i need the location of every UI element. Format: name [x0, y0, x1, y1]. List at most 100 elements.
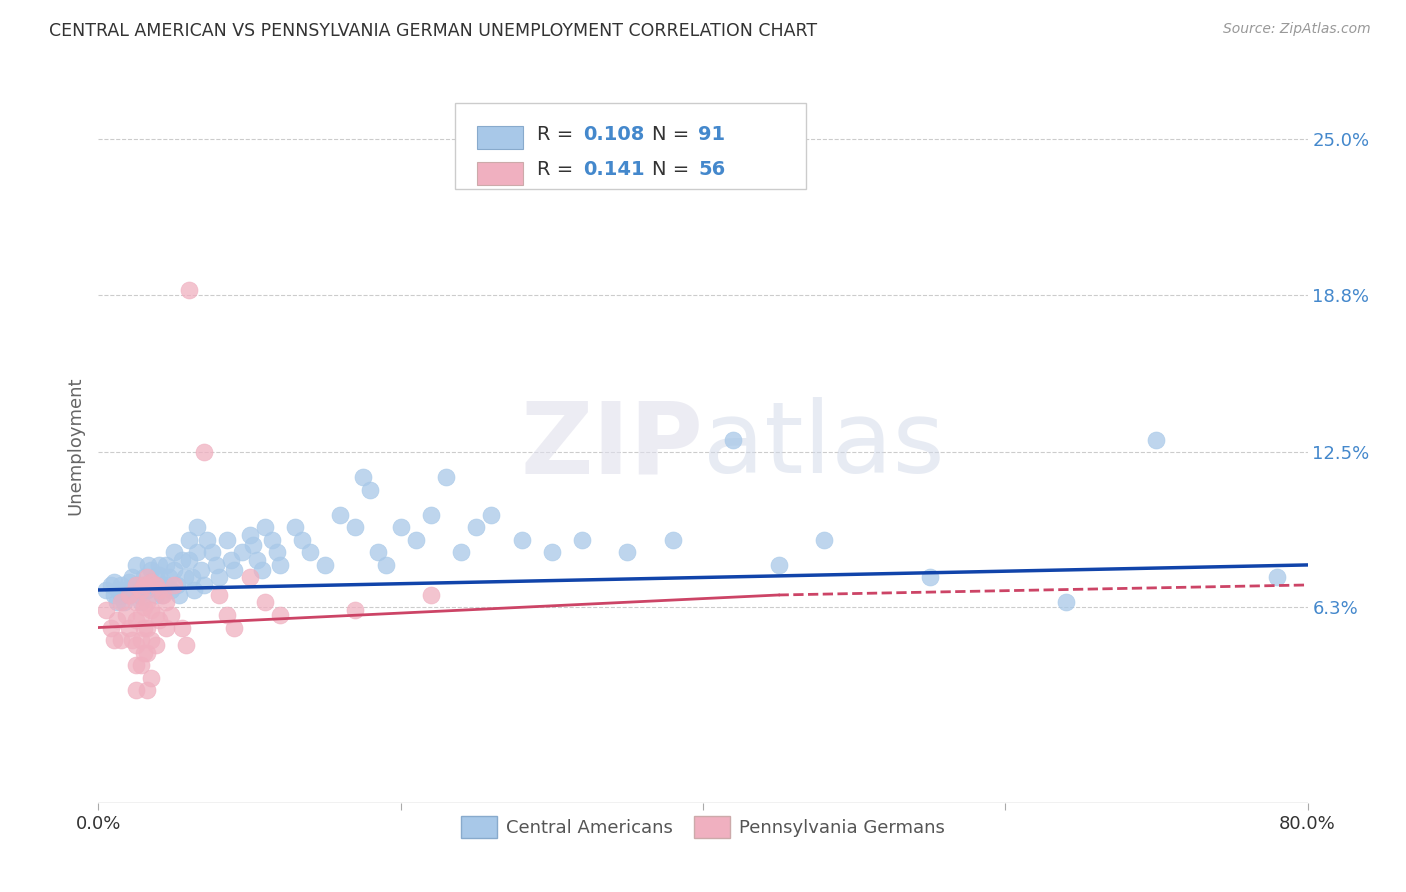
Point: [179, 553, 201, 567]
FancyBboxPatch shape: [477, 127, 523, 149]
Point: [224, 621, 246, 635]
Text: R =: R =: [537, 161, 579, 179]
FancyBboxPatch shape: [456, 103, 806, 189]
Point: [145, 588, 167, 602]
Point: [239, 570, 262, 584]
Point: [174, 638, 197, 652]
Point: [208, 588, 231, 602]
Point: [148, 568, 170, 582]
Point: [420, 508, 443, 522]
Point: [125, 595, 148, 609]
Point: [190, 563, 212, 577]
Point: [291, 533, 314, 547]
Point: [105, 613, 128, 627]
Point: [269, 558, 291, 572]
Point: [221, 553, 243, 567]
Point: [918, 570, 941, 584]
Point: [141, 578, 163, 592]
Point: [540, 545, 562, 559]
Point: [510, 533, 533, 547]
Point: [129, 582, 152, 597]
Point: [167, 588, 190, 602]
Point: [135, 621, 157, 635]
Point: [239, 528, 262, 542]
Point: [163, 545, 186, 559]
Point: [125, 578, 148, 592]
Point: [112, 595, 135, 609]
Point: [136, 558, 159, 572]
Point: [103, 588, 125, 602]
Point: [250, 563, 273, 577]
Point: [1267, 570, 1289, 584]
Point: [145, 638, 167, 652]
Point: [125, 558, 148, 572]
Point: [132, 578, 155, 592]
Point: [128, 588, 150, 602]
Point: [145, 578, 167, 592]
Point: [118, 621, 141, 635]
Point: [129, 658, 152, 673]
Text: 0.108: 0.108: [583, 125, 645, 144]
Point: [121, 582, 143, 597]
Point: [118, 575, 141, 590]
Point: [125, 658, 148, 673]
Point: [434, 470, 457, 484]
Point: [145, 570, 167, 584]
Point: [132, 578, 155, 592]
Point: [299, 545, 322, 559]
Point: [405, 533, 427, 547]
Point: [114, 582, 136, 597]
Point: [208, 570, 231, 584]
Point: [125, 683, 148, 698]
Point: [181, 570, 204, 584]
Point: [103, 575, 125, 590]
Point: [103, 633, 125, 648]
Point: [135, 595, 157, 609]
Y-axis label: Unemployment: Unemployment: [66, 376, 84, 516]
Point: [141, 671, 163, 685]
Point: [132, 621, 155, 635]
Point: [141, 633, 163, 648]
Point: [1054, 595, 1077, 609]
Point: [360, 483, 382, 497]
Point: [129, 633, 152, 648]
Point: [262, 533, 284, 547]
Point: [155, 621, 177, 635]
Point: [152, 588, 174, 602]
Point: [183, 582, 205, 597]
Point: [179, 533, 201, 547]
Point: [179, 283, 201, 297]
Point: [450, 545, 472, 559]
Point: [150, 588, 173, 602]
Point: [125, 613, 148, 627]
Point: [132, 600, 155, 615]
Point: [344, 520, 367, 534]
Text: N =: N =: [652, 161, 696, 179]
Point: [166, 578, 188, 592]
Point: [159, 570, 181, 584]
Point: [616, 545, 638, 559]
Point: [107, 582, 129, 597]
Point: [284, 520, 307, 534]
Text: 91: 91: [699, 125, 725, 144]
Point: [201, 545, 224, 559]
Point: [125, 578, 148, 592]
Point: [465, 520, 488, 534]
Point: [193, 445, 215, 459]
Point: [253, 595, 276, 609]
Point: [314, 558, 336, 572]
Point: [150, 578, 173, 592]
Text: R =: R =: [537, 125, 579, 144]
Point: [571, 533, 593, 547]
Point: [141, 603, 163, 617]
Point: [129, 595, 152, 609]
Point: [148, 582, 170, 597]
Point: [125, 638, 148, 652]
Point: [94, 582, 117, 597]
Point: [389, 520, 412, 534]
Point: [246, 553, 269, 567]
Point: [163, 563, 186, 577]
Text: atlas: atlas: [703, 398, 945, 494]
Point: [215, 607, 238, 622]
Text: 56: 56: [699, 161, 725, 179]
